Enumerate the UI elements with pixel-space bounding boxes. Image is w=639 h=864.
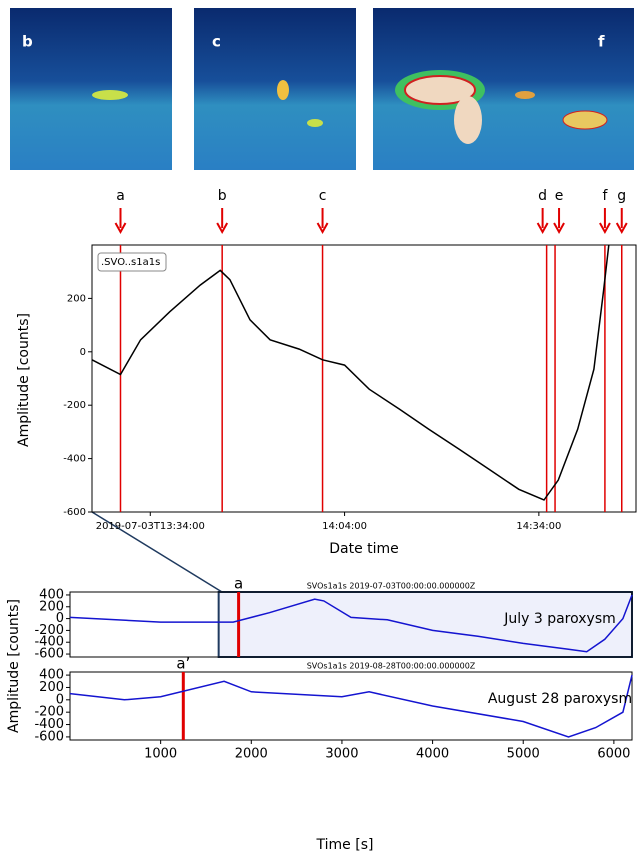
- y-tick-label: 0: [80, 347, 86, 358]
- thermal-image: [10, 8, 172, 170]
- y-tick-label: 400: [39, 668, 64, 683]
- x-tick-label: 6000: [597, 747, 630, 762]
- event-label: a: [234, 575, 243, 593]
- x-tick-label: 2019-07-03T13:34:00: [96, 521, 205, 532]
- event-label: c: [319, 188, 327, 204]
- x-tick-label: 4000: [416, 747, 449, 762]
- x-tick-label: 3000: [325, 747, 358, 762]
- hotspot: [307, 119, 323, 127]
- event-label: a: [116, 188, 125, 204]
- hotspot: [563, 111, 607, 129]
- hotspot: [515, 91, 535, 99]
- thermal-images: b c f: [10, 8, 634, 170]
- hotspot: [92, 90, 128, 100]
- x-tick-label: 14:04:00: [322, 521, 367, 532]
- figure: b c f -600 -400 -200 0 200 2019-07-03T13:34:0…: [0, 0, 639, 860]
- event-label: f: [602, 188, 608, 204]
- image-label: c: [212, 33, 221, 51]
- panel-subtitle: SVOs1a1s 2019-08-28T00:00:00.000000Z: [307, 662, 476, 671]
- event-label: a’: [176, 655, 190, 673]
- event-label: g: [617, 188, 626, 204]
- event-label: d: [538, 188, 547, 204]
- x-tick-label: 2000: [235, 747, 268, 762]
- y-axis-label: Amplitude [counts]: [6, 599, 22, 733]
- event-label: b: [218, 188, 227, 204]
- y-tick-label: -400: [63, 454, 86, 465]
- x-axis-label: Time [s]: [316, 837, 374, 853]
- hotspot: [277, 80, 289, 100]
- event-label: e: [555, 188, 564, 204]
- y-axis-label: Amplitude [counts]: [16, 313, 32, 447]
- y-tick-label: 200: [67, 293, 86, 304]
- image-label: f: [598, 33, 605, 51]
- panel-annotation: August 28 paroxysm: [488, 691, 632, 707]
- y-tick-label: 400: [39, 587, 64, 602]
- hotspot: [454, 96, 482, 144]
- x-axis-label: Date time: [329, 541, 399, 557]
- y-tick-label: -200: [63, 400, 86, 411]
- legend-label: .SVO..s1a1s: [101, 257, 160, 268]
- y-tick-label: -600: [63, 507, 86, 518]
- trace: [92, 245, 609, 500]
- x-tick-label: 14:34:00: [516, 521, 561, 532]
- x-tick-label: 1000: [144, 747, 177, 762]
- panel-annotation: July 3 paroxysm: [503, 611, 616, 627]
- panel-subtitle: SVOs1a1s 2019-07-03T00:00:00.000000Z: [307, 582, 476, 591]
- image-label: b: [22, 33, 33, 51]
- x-tick-label: 5000: [507, 747, 540, 762]
